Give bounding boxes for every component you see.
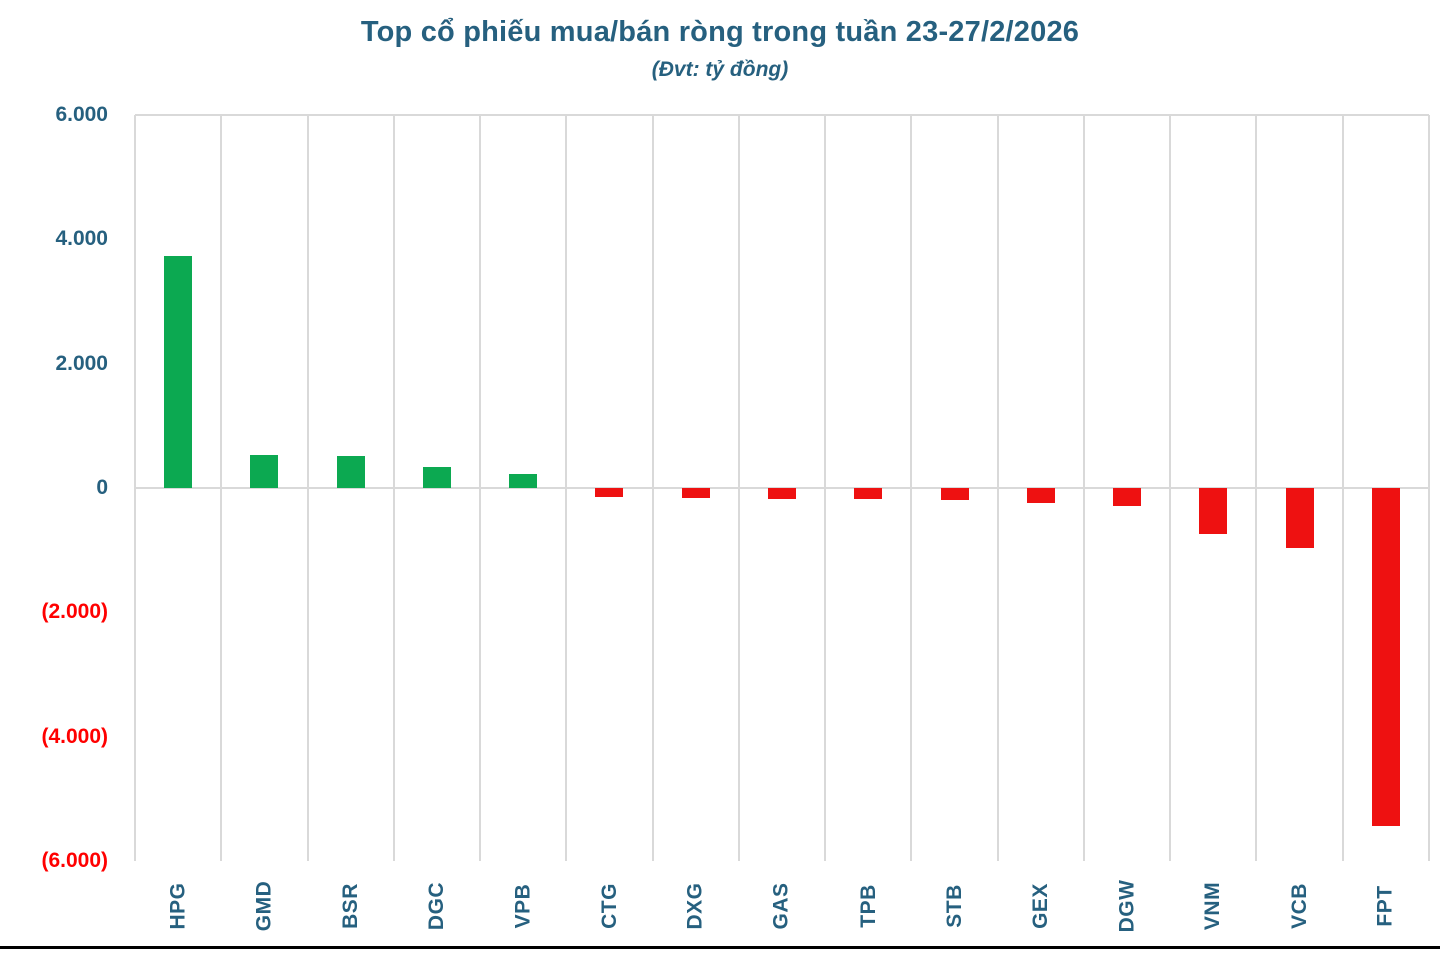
x-category-label: DXG bbox=[653, 867, 739, 945]
x-category-label: VCB bbox=[1256, 867, 1342, 945]
x-category-label-text: DGW bbox=[1115, 879, 1139, 933]
bar-gmd bbox=[250, 455, 279, 488]
x-category-label-text: DGC bbox=[424, 881, 448, 931]
x-category-label-text: VNM bbox=[1201, 881, 1225, 931]
bar-bsr bbox=[336, 456, 365, 488]
x-category-label: TPB bbox=[825, 867, 911, 945]
x-category-label: FPT bbox=[1343, 867, 1429, 945]
x-category-label-text: BSR bbox=[338, 883, 362, 929]
x-category-label-text: DXG bbox=[683, 882, 707, 930]
x-category-label-text: CTG bbox=[597, 883, 621, 929]
x-category-label: BSR bbox=[308, 867, 394, 945]
y-tick-label: (2.000) bbox=[41, 600, 108, 624]
bar-ctg bbox=[595, 488, 624, 498]
bar-dgc bbox=[422, 467, 451, 488]
x-category-label-text: HPG bbox=[166, 882, 190, 930]
y-tick-label: 6.000 bbox=[55, 103, 108, 126]
x-category-label-text: VCB bbox=[1287, 883, 1311, 929]
x-category-label: GMD bbox=[221, 867, 307, 945]
x-category-label-text: STB bbox=[942, 884, 966, 928]
y-tick-label: 0 bbox=[96, 476, 108, 499]
y-tick-label: 2.000 bbox=[55, 351, 108, 375]
bar-hpg bbox=[164, 256, 193, 488]
bar-tpb bbox=[854, 488, 883, 500]
bar-vpb bbox=[509, 474, 538, 488]
x-category-label: VPB bbox=[480, 867, 566, 945]
bar-fpt bbox=[1371, 488, 1400, 826]
y-tick-label: (6.000) bbox=[41, 849, 108, 872]
x-category-label: HPG bbox=[135, 867, 221, 945]
x-category-label: GAS bbox=[739, 867, 825, 945]
x-category-label-text: FPT bbox=[1373, 885, 1397, 927]
x-category-label: DGC bbox=[394, 867, 480, 945]
bottom-border-line bbox=[0, 946, 1440, 949]
chart-subtitle: (Đvt: tỷ đồng) bbox=[651, 58, 789, 81]
x-category-label-text: TPB bbox=[856, 884, 880, 928]
gridline-vertical bbox=[1428, 115, 1430, 861]
bar-gas bbox=[768, 488, 796, 499]
bar-dgw bbox=[1113, 488, 1142, 507]
x-category-label-text: GAS bbox=[769, 882, 793, 930]
bar-stb bbox=[940, 488, 969, 500]
x-category-label-text: GEX bbox=[1028, 883, 1052, 929]
bar-dxg bbox=[681, 488, 710, 499]
bar-vnm bbox=[1199, 488, 1228, 534]
bar-vcb bbox=[1285, 488, 1314, 549]
x-category-label: VNM bbox=[1170, 867, 1256, 945]
y-tick-label: 4.000 bbox=[55, 227, 108, 251]
x-category-label: DGW bbox=[1084, 867, 1170, 945]
x-category-label: STB bbox=[911, 867, 997, 945]
x-category-label-text: GMD bbox=[252, 880, 276, 932]
bar-gex bbox=[1026, 488, 1055, 503]
chart-title: Top cổ phiếu mua/bán ròng trong tuần 23-… bbox=[360, 16, 1080, 48]
y-tick-label: (4.000) bbox=[41, 724, 108, 748]
gridline-top bbox=[135, 114, 1429, 116]
x-category-label: CTG bbox=[566, 867, 652, 945]
x-category-label-text: VPB bbox=[511, 883, 535, 929]
x-category-label: GEX bbox=[998, 867, 1084, 945]
